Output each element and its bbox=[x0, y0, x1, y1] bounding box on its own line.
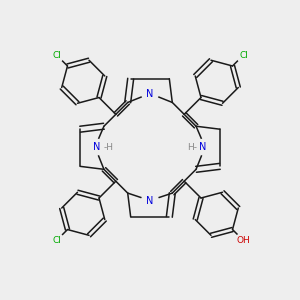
Text: Cl: Cl bbox=[52, 51, 61, 60]
Text: N: N bbox=[199, 142, 207, 152]
Text: OH: OH bbox=[237, 236, 250, 245]
Text: N: N bbox=[146, 196, 154, 206]
Circle shape bbox=[197, 139, 213, 155]
Text: N: N bbox=[146, 88, 154, 98]
Circle shape bbox=[50, 233, 64, 248]
Text: Cl: Cl bbox=[52, 236, 61, 245]
Circle shape bbox=[142, 192, 158, 209]
Text: -H: -H bbox=[103, 142, 113, 152]
Text: H-: H- bbox=[187, 142, 197, 152]
Circle shape bbox=[87, 139, 103, 155]
Text: Cl: Cl bbox=[239, 51, 248, 60]
Circle shape bbox=[50, 48, 64, 62]
Circle shape bbox=[236, 233, 251, 248]
Text: N: N bbox=[93, 142, 101, 152]
Circle shape bbox=[236, 48, 250, 62]
Circle shape bbox=[142, 85, 158, 102]
